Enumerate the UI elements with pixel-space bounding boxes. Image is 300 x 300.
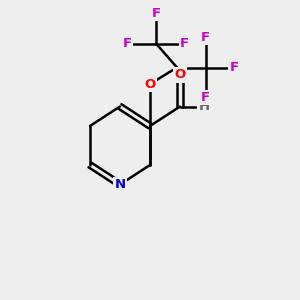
Text: F: F	[180, 37, 189, 50]
Text: N: N	[114, 178, 126, 191]
Text: F: F	[152, 7, 160, 20]
Text: F: F	[201, 91, 210, 104]
Text: F: F	[201, 31, 210, 44]
Text: O: O	[144, 77, 156, 91]
Text: F: F	[230, 61, 238, 74]
Text: F: F	[123, 37, 132, 50]
Text: H: H	[198, 100, 210, 113]
Text: O: O	[174, 68, 186, 82]
